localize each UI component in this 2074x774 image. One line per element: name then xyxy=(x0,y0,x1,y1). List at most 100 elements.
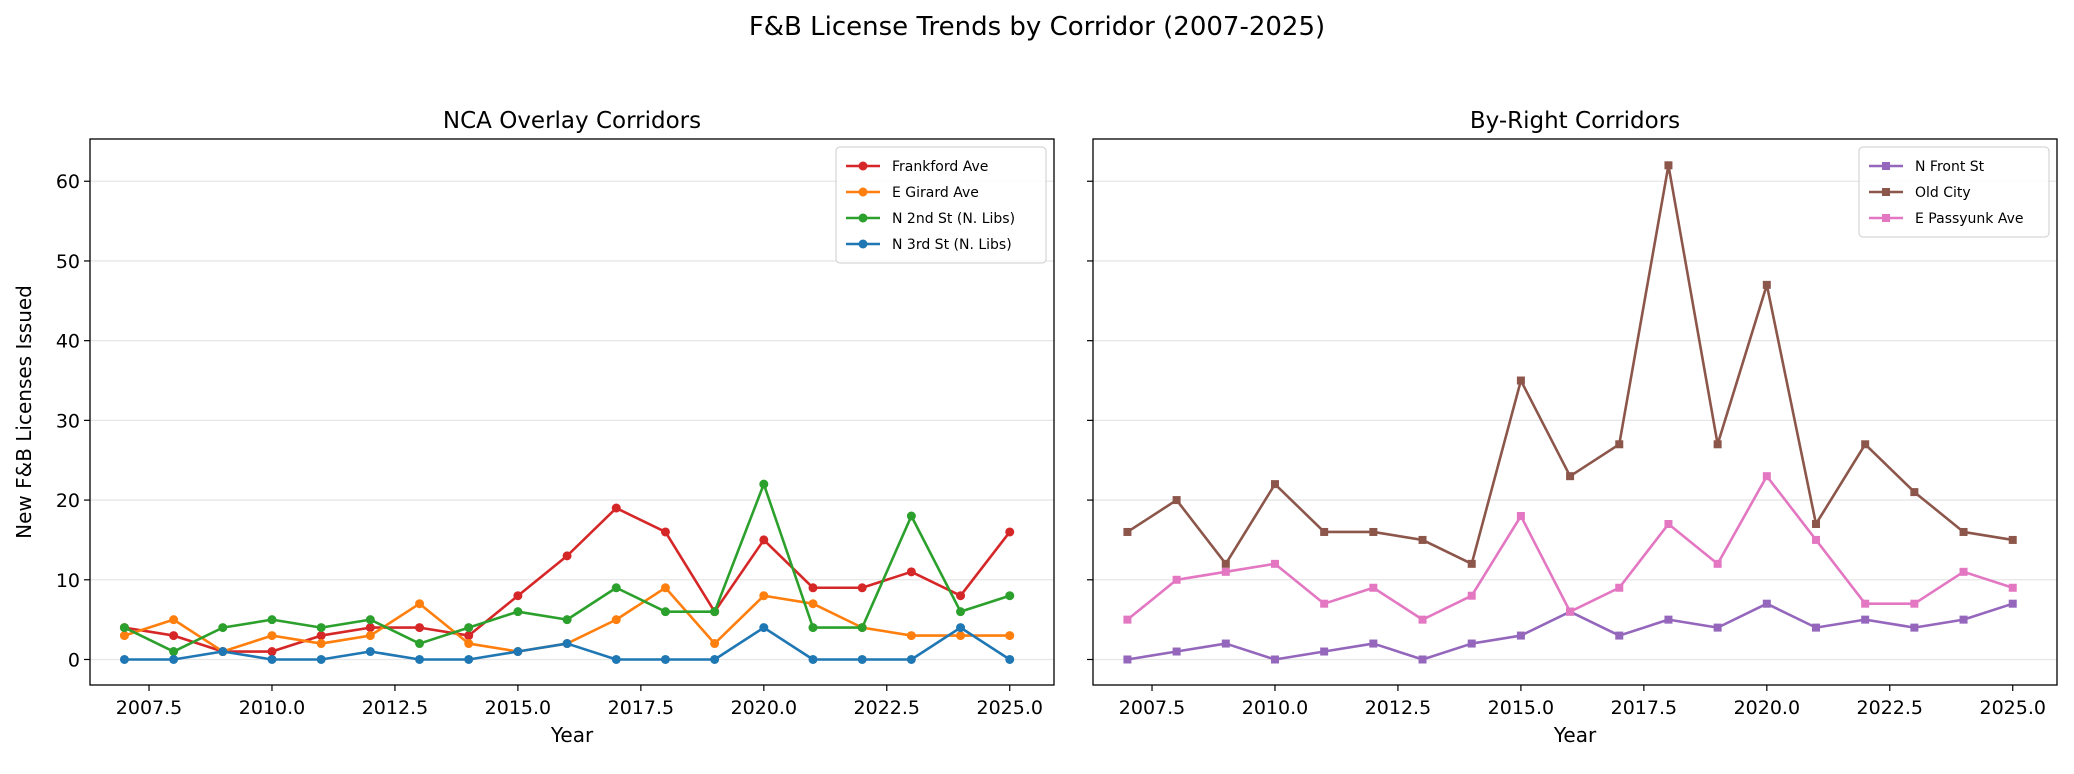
x-tick-label: 2020.0 xyxy=(1734,697,1800,719)
y-tick-label: 10 xyxy=(56,570,80,592)
x-tick-label: 2025.0 xyxy=(976,697,1042,719)
y-tick-label: 50 xyxy=(56,251,80,273)
data-point xyxy=(365,631,375,641)
data-point xyxy=(710,607,720,617)
data-point xyxy=(1959,615,1968,624)
data-point xyxy=(1467,559,1476,568)
data-point xyxy=(513,591,523,601)
x-tick-label: 2017.5 xyxy=(608,697,674,719)
data-point xyxy=(415,639,425,649)
data-point xyxy=(611,615,621,625)
data-point xyxy=(1713,623,1722,632)
data-point xyxy=(759,591,769,601)
data-point xyxy=(119,623,129,633)
data-point xyxy=(660,583,670,593)
series-line xyxy=(123,482,1011,653)
data-point xyxy=(267,631,277,641)
data-point xyxy=(1615,583,1624,592)
data-point xyxy=(1959,567,1968,576)
data-point xyxy=(365,647,375,657)
data-point xyxy=(1172,575,1181,584)
data-point xyxy=(513,607,523,617)
data-point xyxy=(562,639,572,649)
x-tick-label: 2020.0 xyxy=(731,697,797,719)
data-point xyxy=(808,583,818,593)
data-point xyxy=(1812,535,1820,544)
data-point xyxy=(1516,631,1525,640)
y-tick-label: 30 xyxy=(56,410,80,432)
data-point xyxy=(2008,583,2017,592)
data-point xyxy=(611,654,621,664)
legend-label: N 3rd St (N. Libs) xyxy=(892,237,1012,253)
x-tick-label: 2012.5 xyxy=(1365,697,1431,719)
data-point xyxy=(759,535,769,545)
data-point xyxy=(1320,647,1329,656)
data-point xyxy=(906,567,916,577)
data-point xyxy=(857,583,867,593)
x-tick-label: 2017.5 xyxy=(1611,697,1677,719)
data-point xyxy=(1467,591,1476,600)
axes-frame xyxy=(1092,138,2058,686)
series-n-2nd-st-n-libs- xyxy=(119,479,1015,657)
data-point xyxy=(1664,519,1673,528)
data-point xyxy=(267,615,277,625)
data-point xyxy=(218,623,228,633)
data-point xyxy=(660,607,670,617)
legend-marker xyxy=(1882,188,1890,196)
series-n-3rd-st-n-libs- xyxy=(119,623,1015,664)
subplot-title: NCA Overlay Corridors xyxy=(443,108,701,134)
data-point xyxy=(1418,655,1427,664)
legend-label: E Passyunk Ave xyxy=(1915,211,2024,227)
data-point xyxy=(1221,639,1230,648)
x-tick-label: 2022.5 xyxy=(854,697,920,719)
data-point xyxy=(1664,615,1673,624)
y-tick-label: 60 xyxy=(56,171,80,193)
data-point xyxy=(1910,488,1919,497)
data-point xyxy=(1221,559,1230,568)
legend-label: Old City xyxy=(1915,185,1971,201)
data-point xyxy=(956,623,966,633)
data-point xyxy=(1123,527,1132,536)
y-axis-label: New F&B Licenses Issued xyxy=(12,285,36,539)
legend-box xyxy=(1858,146,2050,238)
x-tick-label: 2007.5 xyxy=(1119,697,1185,719)
subplot-title: By-Right Corridors xyxy=(1470,108,1680,134)
data-point xyxy=(1005,654,1015,664)
data-point xyxy=(1861,599,1870,608)
nca-overlay-chart: 0 10 20 30 40 50 60 2007.5 2010.0 2012.5 2015.0 201… xyxy=(12,108,1055,747)
y-tick-label: 20 xyxy=(56,490,80,512)
y-tick-label: 40 xyxy=(56,331,80,353)
data-point xyxy=(1418,615,1427,624)
data-point xyxy=(906,511,916,521)
data-point xyxy=(1270,480,1279,489)
data-point xyxy=(808,599,818,609)
data-point xyxy=(169,647,179,657)
data-point xyxy=(316,639,326,649)
data-point xyxy=(808,654,818,664)
y-tick-label: 0 xyxy=(68,649,80,671)
data-point xyxy=(1369,527,1378,536)
legend-marker xyxy=(1882,162,1890,170)
data-point xyxy=(562,615,572,625)
data-point xyxy=(857,654,867,664)
legend-marker xyxy=(858,213,868,223)
x-tick-label: 2012.5 xyxy=(362,697,428,719)
data-point xyxy=(956,607,966,617)
data-point xyxy=(906,654,916,664)
data-point xyxy=(316,623,326,633)
data-point xyxy=(1221,567,1230,576)
data-point xyxy=(660,654,670,664)
legend-marker xyxy=(1882,214,1890,222)
legend: N Front St Old City E Passyunk Ave xyxy=(1858,146,2050,238)
data-point xyxy=(119,631,129,641)
data-point xyxy=(1615,631,1624,640)
by-right-chart: 2007.5 2010.0 2012.5 2015.0 2017.5 2020.0 2022… xyxy=(1087,108,2058,747)
data-point xyxy=(316,654,326,664)
data-point xyxy=(710,639,720,649)
figure-title: F&B License Trends by Corridor (2007-202… xyxy=(749,12,1325,42)
series-e-passyunk-ave xyxy=(1123,472,2017,624)
data-point xyxy=(660,527,670,537)
data-point xyxy=(956,631,966,641)
data-point xyxy=(1270,655,1279,664)
data-point xyxy=(1566,472,1575,481)
